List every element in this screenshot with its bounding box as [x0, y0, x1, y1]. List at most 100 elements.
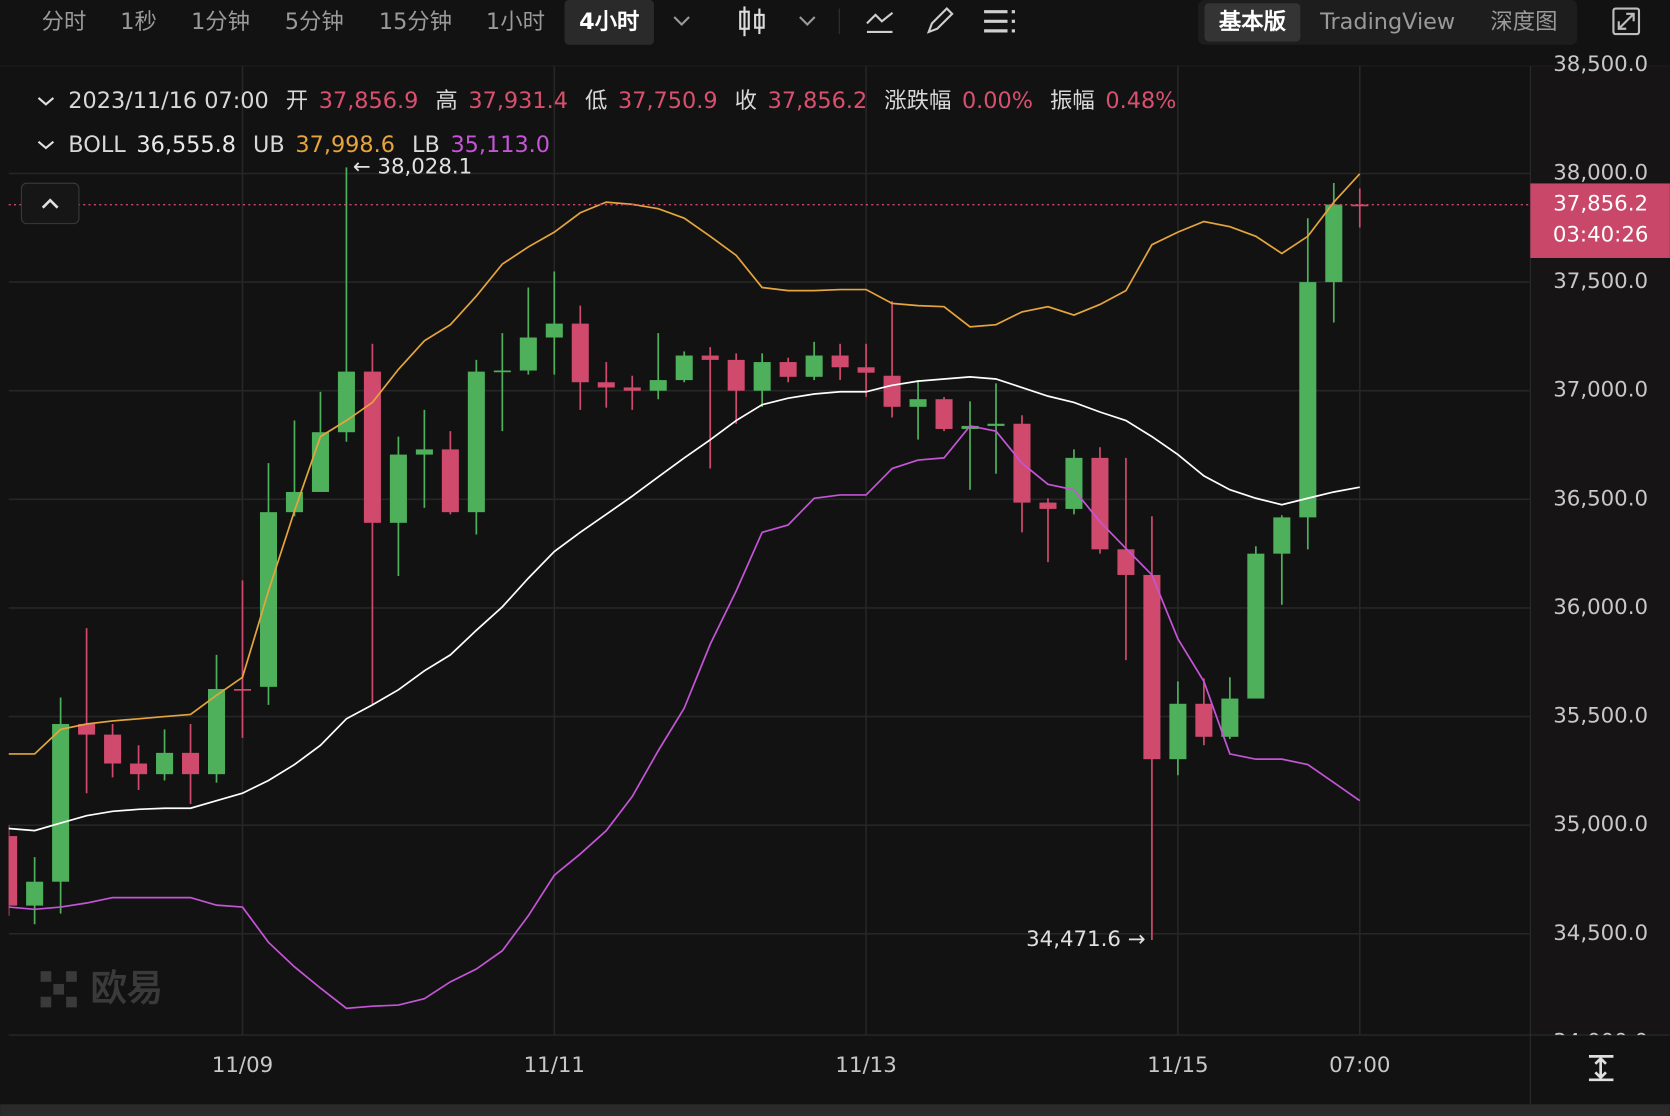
header-value: 37,750.9: [618, 88, 718, 114]
grid: [8, 66, 1531, 1036]
y-tick-label: 37,500.0: [1553, 269, 1648, 294]
bottom-strip: [0, 1104, 1670, 1116]
header-value: 37,856.9: [319, 88, 419, 114]
interval-button[interactable]: 4小时: [579, 9, 639, 35]
max-annotation: ← 38,028.1: [353, 154, 472, 179]
candle-body: [675, 355, 693, 381]
view-active-bg: [1204, 3, 1301, 42]
toolbar: 分时 1秒 1分钟 5分钟 15分钟 1小时 4小时 基本版 TradingView 深度图: [42, 0, 1641, 45]
overlay: 37,856.2 03:40:26 ← 38,028.1 34,471.6 → 2023…: [8, 88, 1670, 952]
y-tick-label: 38,000.0: [1553, 160, 1648, 185]
candle-body: [1195, 703, 1213, 737]
candle-body: [1221, 698, 1239, 737]
interval-button[interactable]: 15分钟: [379, 9, 452, 35]
candle-body: [337, 371, 355, 433]
candle-body: [909, 399, 927, 407]
candle-body: [883, 375, 901, 407]
x-tick-label: 11/15: [1147, 1053, 1208, 1078]
watermark-logo: [40, 971, 77, 1008]
y-tick-label: 35,000.0: [1553, 812, 1648, 837]
candle-body: [857, 367, 875, 373]
candle-body: [1299, 282, 1317, 518]
dropdown-icon[interactable]: [799, 16, 816, 26]
header-label: 高: [435, 88, 457, 114]
view-button[interactable]: TradingView: [1319, 9, 1455, 35]
y-tick-label: 36,000.0: [1553, 595, 1648, 620]
x-tick-label: 07:00: [1329, 1053, 1390, 1078]
header-value: 0.48%: [1105, 88, 1176, 114]
candle-body: [545, 323, 563, 338]
ohlc-header: 2023/11/16 07:00 开 37,856.9 高 37,931.4 低 37,75…: [68, 88, 1176, 114]
candle-body: [649, 380, 667, 391]
interval-button[interactable]: 1秒: [120, 9, 157, 35]
candle-body: [8, 836, 18, 906]
candle-body: [78, 723, 96, 735]
candle-body: [493, 370, 511, 373]
collapse-chevrons[interactable]: [37, 97, 55, 150]
interval-button[interactable]: 1分钟: [191, 9, 250, 35]
watermark: 欧易: [40, 966, 163, 1009]
candle-body: [1065, 457, 1083, 509]
dropdown-icon[interactable]: [673, 16, 690, 26]
candle-body: [182, 752, 200, 775]
band-line: [8, 173, 1361, 755]
chart-type-icon[interactable]: [739, 6, 765, 37]
candle-body: [519, 337, 537, 371]
price-tag-price: 37,856.2: [1553, 192, 1648, 217]
y-axis: 34,000.0 34,500.0 35,000.0 35,500.0 36,000.0…: [1553, 52, 1648, 1035]
x-tick-label: 11/09: [212, 1053, 273, 1078]
scale-icon[interactable]: [1588, 1055, 1614, 1082]
header-label: 收: [735, 88, 757, 114]
header-label: 涨跌幅: [884, 88, 951, 114]
candle-body: [1325, 204, 1343, 283]
draw-icon[interactable]: [926, 7, 954, 34]
candle-body: [104, 734, 122, 764]
y-tick-label: 35,500.0: [1553, 704, 1648, 729]
candle-body: [1351, 204, 1369, 207]
candle-body: [831, 355, 849, 368]
settings-icon[interactable]: [984, 10, 1015, 33]
plot: [8, 167, 1369, 1010]
candle-body: [623, 387, 641, 391]
candle-body: [1039, 502, 1057, 509]
candle-body: [441, 449, 459, 513]
view-button[interactable]: 基本版: [1219, 8, 1287, 35]
candle-body: [1273, 517, 1291, 554]
header-label: 振幅: [1050, 88, 1095, 114]
boll-legend: BOLL 36,555.8 UB 37,998.6 LB 35,113.0: [68, 131, 550, 157]
candle-body: [467, 371, 485, 513]
legend-name: BOLL: [68, 131, 126, 157]
y-tick-label: 36,500.0: [1553, 486, 1648, 511]
candle-body: [597, 382, 615, 388]
candle-body: [259, 512, 277, 687]
indicator-icon[interactable]: [866, 11, 894, 34]
legend-value: 37,998.6: [295, 131, 395, 157]
x-axis: 11/09 11/11 11/13 11/15 07:00: [212, 1053, 1391, 1078]
candle-body: [779, 362, 797, 377]
interval-button[interactable]: 1小时: [486, 9, 545, 35]
candle-body: [311, 432, 329, 492]
band-line: [8, 376, 1360, 832]
price-tag: [1530, 183, 1670, 258]
legend-value: 35,113.0: [450, 131, 550, 157]
candle-body: [26, 881, 44, 906]
collapse-button[interactable]: [20, 182, 80, 225]
watermark-text: 欧易: [91, 966, 163, 1009]
fullscreen-icon[interactable]: [1612, 7, 1641, 36]
candle-body: [987, 423, 1005, 426]
view-button[interactable]: 深度图: [1490, 9, 1557, 35]
interval-button[interactable]: 5分钟: [285, 9, 344, 35]
interval-button[interactable]: 分时: [42, 9, 87, 35]
candle-body: [1169, 703, 1187, 760]
candle-body: [52, 723, 70, 882]
candle-body: [233, 689, 252, 691]
candle-body: [1143, 574, 1161, 760]
legend-name: LB: [412, 131, 440, 157]
candle-body: [1091, 457, 1109, 550]
x-tick-label: 11/13: [835, 1053, 896, 1078]
header-value: 37,856.2: [768, 88, 868, 114]
band-line: [8, 425, 1361, 1010]
candle-body: [805, 355, 823, 377]
